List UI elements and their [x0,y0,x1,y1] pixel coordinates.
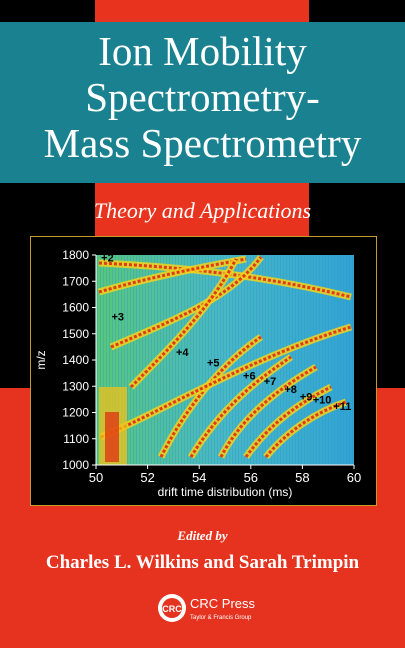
charge-state-label: +8 [284,384,297,396]
charge-state-label: +10 [313,394,332,406]
editors-block: Edited by Charles L. Wilkins and Sarah T… [0,528,405,574]
title-line-1: Ion Mobility [98,28,307,74]
book-subtitle: Theory and Applications [93,198,312,223]
charge-state-label: +3 [111,312,124,324]
y-tick-label: 1400 [62,353,89,367]
book-title: Ion Mobility Spectrometry- Mass Spectrom… [0,28,405,166]
title-line-3: Mass Spectrometry [43,120,362,166]
charge-state-label: +4 [176,347,189,359]
x-axis-label: drift time distribution (ms) [158,485,293,499]
y-axis-label: m/z [34,350,48,369]
x-tick-label: 60 [347,470,361,485]
editor-names: Charles L. Wilkins and Sarah Trimpin [45,552,360,573]
publisher-subname: Taylor & Francis Group [190,615,252,621]
y-tick-label: 1200 [62,406,89,420]
charge-state-label: +5 [207,358,220,370]
title-line-2: Spectrometry- [85,74,320,120]
top-red-stripe [95,0,309,22]
charge-state-label: +11 [333,401,351,413]
charge-state-label: +2 [101,253,114,265]
intensity-band-glow [263,398,348,460]
crc-logo-text: CRC [162,604,182,614]
title-band [0,22,405,183]
y-tick-label: 1300 [62,379,89,393]
intensity-band-glow [98,255,247,296]
y-tick-label: 1500 [62,327,89,341]
crc-press-logo: CRC CRC Press Taylor & Francis Group [158,594,256,622]
charge-state-label: +6 [243,371,256,383]
cover-plot-frame: 50 52 54 56 58 60 1000 1100 1200 1300 1400 1500 1600… [30,236,377,506]
y-tick-label: 1100 [63,432,89,446]
x-tick-label: 52 [140,470,154,485]
x-tick-label: 54 [192,470,206,485]
heatmap-plot: 50 52 54 56 58 60 1000 1100 1200 1300 1400 1500 1600… [34,248,361,499]
intensity-band [129,258,238,389]
intensity-band-glow [187,354,293,459]
intensity-band [244,385,332,458]
edited-by-label: Edited by [177,528,228,543]
intensity-band [219,365,317,458]
charge-state-label: +9 [300,392,313,404]
intensity-blob-core [105,412,119,462]
y-tick-label: 1000 [62,458,89,472]
x-tick-label: 56 [244,470,258,485]
x-tick-label: 58 [295,470,309,485]
publisher-name: CRC Press [190,596,256,611]
intensity-band [110,256,263,349]
intensity-band [98,261,352,299]
x-tick-label: 50 [89,470,103,485]
y-tick-label: 1700 [62,274,89,288]
charge-state-label: +7 [264,376,277,388]
y-tick-label: 1800 [62,248,89,262]
publisher-logo: CRC CRC Press Taylor & Francis Group [152,590,302,630]
crc-logo-inner [162,598,182,618]
y-tick-label: 1600 [62,301,89,315]
